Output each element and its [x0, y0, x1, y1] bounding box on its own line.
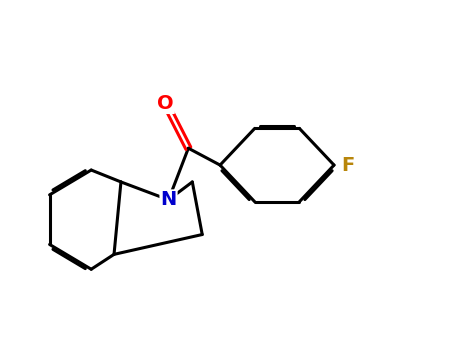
Text: O: O [157, 94, 174, 113]
Text: N: N [161, 190, 177, 209]
Text: F: F [341, 156, 354, 175]
